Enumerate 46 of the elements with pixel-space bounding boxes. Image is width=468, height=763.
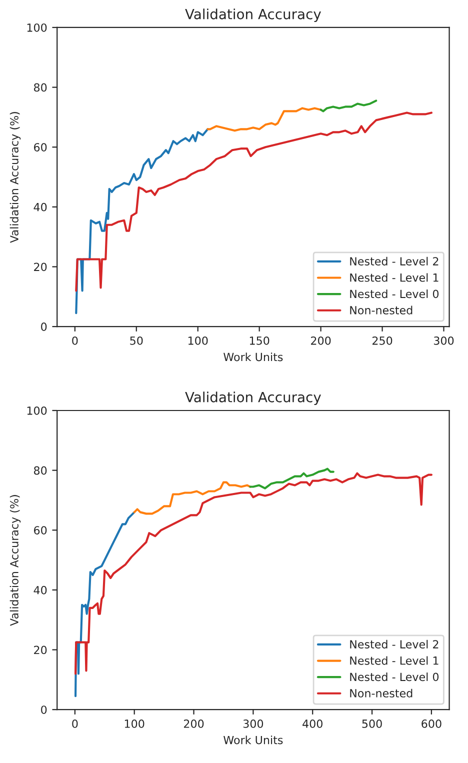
y-tick-label: 0 xyxy=(41,706,47,714)
y-tick-label: 0 xyxy=(41,322,47,331)
y-tick-label: 100 xyxy=(27,23,47,32)
y-tick-label: 80 xyxy=(34,466,47,475)
x-tick-label: 300 xyxy=(243,720,264,728)
legend-label: Nested - Level 2 xyxy=(350,640,438,649)
line-series xyxy=(320,100,378,112)
y-tick-label: 60 xyxy=(34,143,47,152)
line-series xyxy=(75,128,209,314)
chart-title: Validation Accuracy xyxy=(185,8,321,22)
x-axis-title: Work Units xyxy=(224,736,283,744)
x-tick-label: 50 xyxy=(130,336,143,345)
legend-label: Non-nested xyxy=(350,688,412,698)
y-axis-title: Validation Accuracy (%) xyxy=(10,495,21,626)
x-tick-label: 150 xyxy=(250,336,270,345)
line-series xyxy=(74,511,136,698)
x-tick-label: 500 xyxy=(362,720,382,728)
legend-label: Nested - Level 2 xyxy=(350,256,438,266)
y-axis-title: Validation Accuracy (%) xyxy=(10,112,21,243)
x-axis-title: Work Units xyxy=(224,352,283,362)
line-series xyxy=(249,468,334,490)
x-tick-label: 100 xyxy=(124,720,144,728)
x-tick-label: 300 xyxy=(434,336,454,345)
x-tick-label: 100 xyxy=(188,336,208,345)
line-series xyxy=(206,107,322,132)
x-tick-label: 250 xyxy=(372,336,392,345)
y-tick-label: 80 xyxy=(34,83,47,92)
legend-label: Nested - Level 1 xyxy=(350,273,438,282)
legend-label: Non-nested xyxy=(350,306,412,314)
y-tick-label: 100 xyxy=(27,406,47,415)
y-tick-label: 20 xyxy=(34,646,47,654)
x-tick-label: 0 xyxy=(72,336,78,345)
x-tick-label: 400 xyxy=(302,720,322,728)
legend-label: Nested - Level 1 xyxy=(350,656,438,665)
legend-label: Nested - Level 0 xyxy=(350,290,439,298)
chart-title: Validation Accuracy xyxy=(185,392,321,406)
line-series xyxy=(133,481,252,515)
x-tick-label: 200 xyxy=(184,720,204,728)
y-tick-label: 40 xyxy=(34,586,47,594)
y-tick-label: 60 xyxy=(34,526,47,535)
x-tick-label: 600 xyxy=(422,720,442,728)
legend-label: Nested - Level 0 xyxy=(350,672,439,682)
x-tick-label: 200 xyxy=(311,336,331,345)
y-tick-label: 20 xyxy=(34,262,47,272)
y-tick-label: 40 xyxy=(34,202,47,212)
x-tick-label: 0 xyxy=(72,720,78,728)
